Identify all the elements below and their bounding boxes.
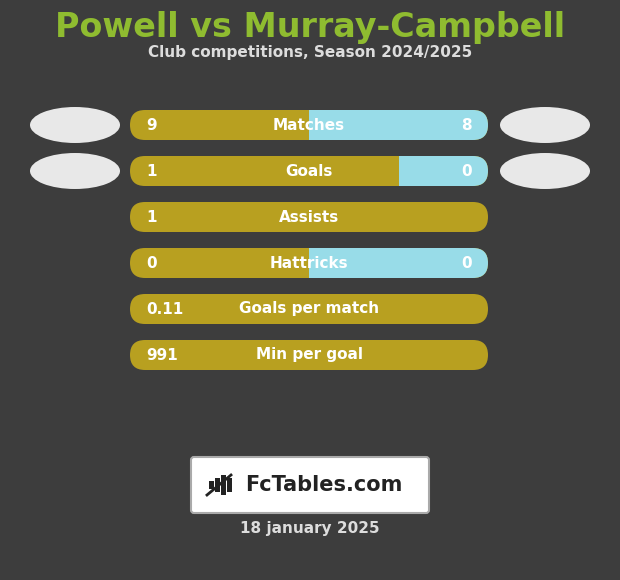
- Text: Assists: Assists: [279, 209, 339, 224]
- Ellipse shape: [500, 153, 590, 189]
- Bar: [215, 478, 220, 492]
- Text: 0: 0: [461, 256, 472, 270]
- FancyBboxPatch shape: [130, 156, 488, 186]
- Bar: [309, 247, 490, 279]
- Text: FcTables.com: FcTables.com: [246, 475, 402, 495]
- Text: Powell vs Murray-Campbell: Powell vs Murray-Campbell: [55, 10, 565, 43]
- FancyBboxPatch shape: [130, 202, 488, 232]
- FancyBboxPatch shape: [130, 340, 488, 370]
- Ellipse shape: [30, 107, 120, 143]
- FancyBboxPatch shape: [130, 110, 488, 140]
- Bar: [309, 109, 490, 141]
- Ellipse shape: [500, 107, 590, 143]
- FancyBboxPatch shape: [191, 457, 429, 513]
- Text: 0.11: 0.11: [146, 302, 184, 317]
- Text: Goals per match: Goals per match: [239, 302, 379, 317]
- Text: Matches: Matches: [273, 118, 345, 132]
- Text: 0: 0: [146, 256, 157, 270]
- Bar: [209, 481, 214, 489]
- Text: 8: 8: [461, 118, 472, 132]
- Text: 991: 991: [146, 347, 178, 362]
- Bar: [399, 155, 490, 187]
- Text: Hattricks: Hattricks: [270, 256, 348, 270]
- Text: 18 january 2025: 18 january 2025: [240, 520, 380, 535]
- FancyBboxPatch shape: [130, 294, 488, 324]
- Text: 0: 0: [461, 164, 472, 179]
- Bar: [227, 478, 232, 492]
- Text: 1: 1: [146, 209, 156, 224]
- Text: Goals: Goals: [285, 164, 333, 179]
- Ellipse shape: [30, 153, 120, 189]
- Text: 9: 9: [146, 118, 157, 132]
- FancyBboxPatch shape: [130, 248, 488, 278]
- Bar: [221, 475, 226, 495]
- Text: Min per goal: Min per goal: [255, 347, 363, 362]
- Text: 1: 1: [146, 164, 156, 179]
- Text: Club competitions, Season 2024/2025: Club competitions, Season 2024/2025: [148, 45, 472, 60]
